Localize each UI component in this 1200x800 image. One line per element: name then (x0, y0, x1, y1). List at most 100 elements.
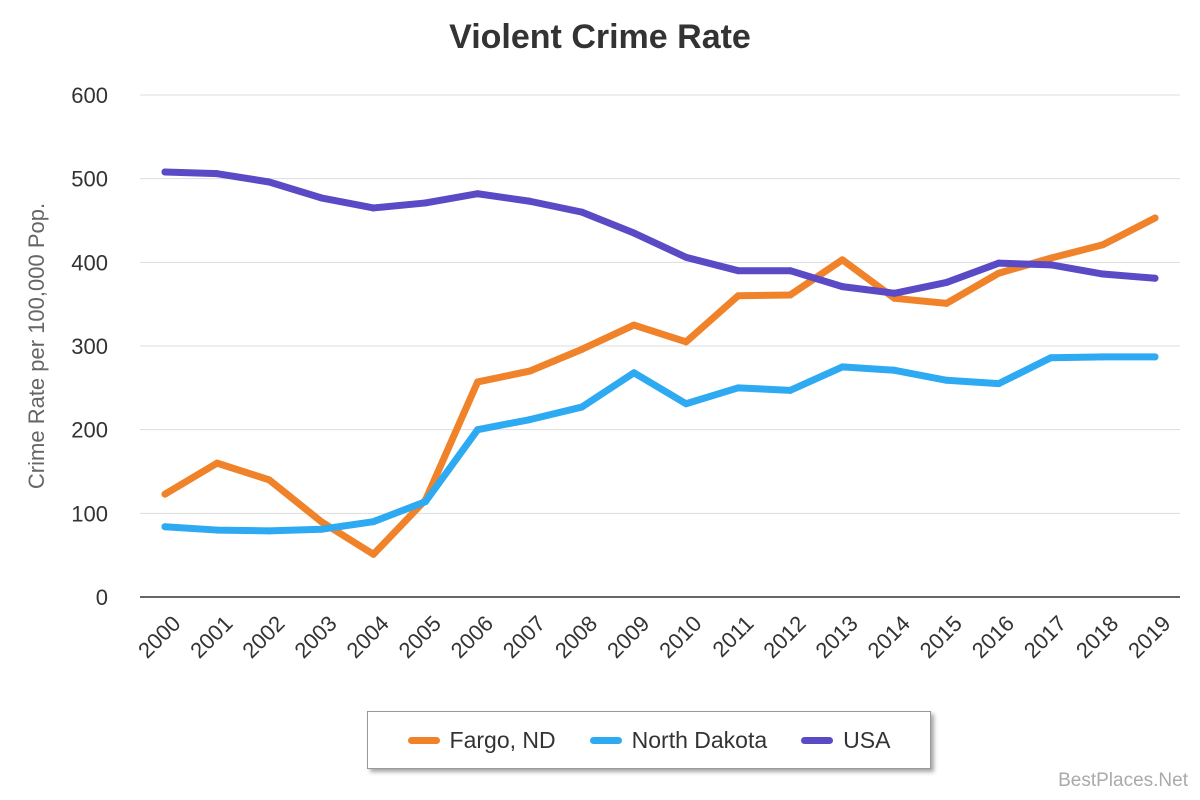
data-point (1151, 274, 1159, 282)
x-tick-label: 2014 (863, 611, 915, 663)
x-tick-label: 2012 (758, 611, 810, 663)
y-tick-label: 600 (71, 83, 108, 108)
data-point (369, 518, 377, 526)
data-point (213, 459, 221, 467)
data-point (422, 199, 430, 207)
data-point (890, 366, 898, 374)
x-tick-label: 2001 (185, 611, 237, 663)
data-point (578, 208, 586, 216)
data-point (786, 267, 794, 275)
data-point (1151, 353, 1159, 361)
x-tick-label: 2010 (654, 611, 706, 663)
data-point (578, 345, 586, 353)
data-point (526, 416, 534, 424)
x-tick-label: 2007 (498, 611, 550, 663)
data-point (161, 168, 169, 176)
data-point (838, 256, 846, 264)
legend-label: North Dakota (631, 726, 768, 753)
x-tick-label: 2005 (394, 611, 446, 663)
data-point (1047, 254, 1055, 262)
x-tick-label: 2013 (811, 611, 863, 663)
data-point (890, 289, 898, 297)
data-point (213, 526, 221, 534)
data-point (995, 269, 1003, 277)
y-tick-label: 400 (71, 250, 108, 275)
data-point (578, 403, 586, 411)
data-point (526, 197, 534, 205)
data-point (630, 229, 638, 237)
data-point (1047, 261, 1055, 269)
data-point (474, 190, 482, 198)
data-point (734, 267, 742, 275)
data-point (265, 178, 273, 186)
x-tick-label: 2000 (133, 611, 185, 663)
data-point (161, 523, 169, 531)
data-point (369, 550, 377, 558)
y-tick-label: 500 (71, 167, 108, 192)
legend-label: USA (843, 726, 891, 753)
y-tick-label: 100 (71, 501, 108, 526)
data-point (213, 170, 221, 178)
chart-title: Violent Crime Rate (449, 18, 751, 56)
series-line-usa (161, 168, 1159, 297)
data-point (786, 291, 794, 299)
data-point (1099, 270, 1107, 278)
data-point (526, 367, 534, 375)
watermark: BestPlaces.Net (1058, 770, 1188, 791)
data-point (1047, 354, 1055, 362)
data-point (734, 292, 742, 300)
data-point (1099, 241, 1107, 249)
x-tick-label: 2017 (1019, 611, 1071, 663)
x-tick-label: 2015 (915, 611, 967, 663)
data-point (682, 253, 690, 261)
legend-swatch (589, 736, 622, 744)
legend-item[interactable]: Fargo, ND (407, 726, 556, 754)
x-tick-label: 2006 (446, 611, 498, 663)
data-point (943, 376, 951, 384)
legend: Fargo, ND North Dakota USA (367, 711, 931, 769)
legend-swatch (407, 736, 440, 744)
y-tick-label: 300 (71, 334, 108, 359)
data-point (265, 476, 273, 484)
data-point (474, 426, 482, 434)
data-point (734, 384, 742, 392)
x-tick-label: 2004 (342, 611, 394, 663)
data-point (838, 283, 846, 291)
legend-item[interactable]: North Dakota (589, 726, 768, 754)
legend-swatch (801, 736, 834, 744)
data-point (161, 490, 169, 498)
x-tick-label: 2002 (237, 611, 289, 663)
data-point (474, 378, 482, 386)
data-point (317, 194, 325, 202)
data-point (995, 380, 1003, 388)
data-point (943, 299, 951, 307)
data-point (943, 278, 951, 286)
series-line-north-dakota (161, 353, 1159, 535)
x-tick-label: 2008 (550, 611, 602, 663)
data-point (630, 369, 638, 377)
x-tick-label: 2019 (1123, 611, 1175, 663)
data-point (630, 321, 638, 329)
data-point (317, 525, 325, 533)
x-tick-label: 2003 (289, 611, 341, 663)
y-axis-label: Crime Rate per 100,000 Pop. (24, 203, 49, 489)
y-tick-label: 200 (71, 418, 108, 443)
data-point (422, 498, 430, 506)
legend-label: Fargo, ND (449, 726, 556, 753)
data-point (317, 518, 325, 526)
legend-item[interactable]: USA (801, 727, 890, 754)
x-tick-label: 2018 (1071, 611, 1123, 663)
x-tick-label: 2011 (707, 611, 758, 662)
y-tick-label: 0 (96, 585, 108, 610)
x-tick-label: 2016 (967, 611, 1019, 663)
data-point (369, 204, 377, 212)
data-point (1151, 214, 1159, 222)
data-point (786, 386, 794, 394)
data-point (682, 338, 690, 346)
data-point (1099, 353, 1107, 361)
data-point (265, 527, 273, 535)
data-point (838, 363, 846, 371)
data-point (682, 400, 690, 408)
x-tick-label: 2009 (602, 611, 654, 663)
